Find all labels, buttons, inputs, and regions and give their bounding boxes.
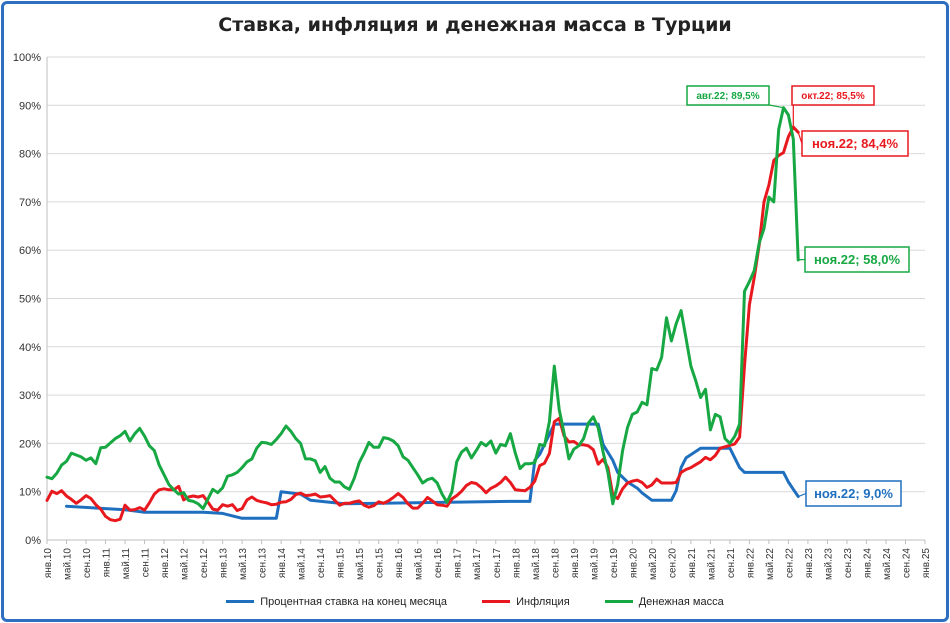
y-tick-label: 40% — [19, 342, 41, 354]
y-tick-label: 50% — [19, 294, 41, 306]
legend-swatch-money — [604, 600, 633, 603]
x-tick-label: янв.20 — [628, 548, 639, 579]
y-tick-label: 0% — [25, 535, 41, 547]
legend-item-rate: Процентная ставка на конец месяца — [226, 596, 447, 608]
y-tick-label: 60% — [19, 245, 41, 257]
legend-item-money: Денежная масса — [604, 595, 724, 608]
annotation-box — [686, 85, 770, 106]
x-tick-label: сен.15 — [375, 548, 386, 578]
y-tick-label: 80% — [19, 149, 41, 161]
y-tick-label: 70% — [19, 197, 41, 209]
x-tick-label: май.13 — [238, 548, 249, 580]
x-tick-label: май.12 — [180, 548, 191, 580]
x-tick-label: май.20 — [648, 548, 659, 580]
x-tick-label: янв.22 — [745, 548, 756, 579]
x-tick-label: сен.11 — [141, 548, 152, 578]
y-tick-label: 30% — [19, 390, 41, 402]
x-tick-label: сен.19 — [609, 548, 620, 578]
x-tick-label: сен.24 — [901, 548, 912, 578]
y-tick-label: 20% — [19, 438, 41, 450]
x-tick-label: май.24 — [882, 548, 893, 580]
annotation-label: ноя.22; 84,4% — [812, 136, 899, 151]
legend-swatch-rate — [226, 600, 255, 603]
x-tick-label: май.17 — [472, 548, 483, 580]
y-tick-label: 10% — [19, 487, 41, 499]
annotation-pointer — [797, 492, 807, 498]
x-tick-label: май.14 — [297, 548, 308, 580]
x-tick-label: сен.12 — [199, 548, 210, 578]
legend-swatch-inflation — [482, 600, 511, 603]
x-tick-label: янв.19 — [570, 548, 581, 579]
x-tick-label: янв.14 — [277, 548, 288, 579]
x-tick-label: янв.24 — [862, 548, 873, 579]
x-tick-label: сен.23 — [843, 548, 854, 578]
x-tick-label: сен.14 — [316, 548, 327, 578]
annotation-label: ноя.22; 9,0% — [814, 486, 893, 501]
x-tick-label: сен.21 — [726, 548, 737, 578]
chart-title: Ставка, инфляция и денежная масса в Турц… — [218, 14, 732, 36]
legend-label-money: Денежная масса — [638, 595, 724, 608]
annotation-box — [805, 480, 902, 507]
annotation-pointer — [768, 104, 784, 109]
x-tick-label: янв.10 — [43, 548, 54, 579]
x-tick-label: сен.13 — [258, 548, 269, 578]
x-tick-label: май.19 — [589, 548, 600, 580]
x-tick-label: янв.17 — [453, 548, 464, 579]
x-tick-label: май.15 — [355, 548, 366, 580]
x-tick-label: янв.21 — [687, 548, 698, 579]
annotation-box — [804, 246, 910, 273]
x-tick-label: сен.17 — [492, 548, 503, 578]
x-tick-label: сен.10 — [82, 548, 93, 578]
legend-item-inflation: Инфляция — [482, 596, 570, 608]
series-line-rate — [65, 422, 800, 520]
x-tick-label: май.23 — [823, 548, 834, 580]
y-tick-label: 100% — [13, 52, 41, 64]
x-tick-label: май.22 — [765, 548, 776, 580]
x-tick-label: янв.23 — [804, 548, 815, 579]
y-tick-label: 90% — [19, 100, 41, 112]
legend-label-inflation: Инфляция — [516, 595, 570, 608]
x-tick-label: янв.11 — [102, 548, 113, 578]
x-tick-label: янв.12 — [160, 548, 171, 579]
annotation-label: окт.22; 85,5% — [801, 91, 865, 102]
annotation-box — [791, 85, 875, 106]
legend-label-rate: Процентная ставка на конец месяца — [260, 595, 448, 608]
x-tick-label: май.21 — [706, 548, 717, 580]
x-tick-label: сен.20 — [667, 548, 678, 578]
x-tick-label: сен.18 — [550, 548, 561, 578]
x-tick-label: май.16 — [414, 548, 425, 580]
x-tick-label: янв.25 — [921, 548, 932, 579]
annotation-label: ноя.22; 58,0% — [814, 252, 901, 267]
x-tick-label: сен.16 — [433, 548, 444, 578]
x-tick-label: янв.18 — [511, 548, 522, 579]
x-tick-label: май.10 — [63, 548, 74, 580]
x-tick-label: янв.13 — [219, 548, 230, 579]
annotation-box — [801, 130, 909, 157]
x-tick-label: май.18 — [531, 548, 542, 580]
x-tick-label: май.11 — [121, 548, 132, 580]
series-line-money — [45, 106, 800, 511]
legend: Процентная ставка на конец месяца Инфляц… — [0, 594, 950, 608]
x-tick-label: янв.16 — [394, 548, 405, 579]
x-tick-label: янв.15 — [336, 548, 347, 579]
x-tick-label: сен.22 — [784, 548, 795, 578]
annotation-label: авг.22; 89,5% — [696, 91, 759, 102]
